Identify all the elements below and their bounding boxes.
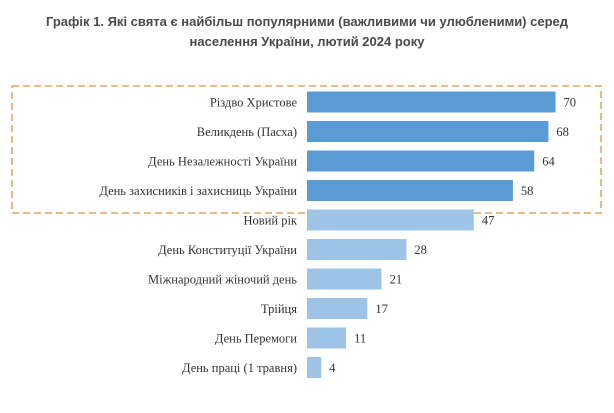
value-label-4: 58: [521, 184, 534, 198]
category-label-5: Новий рік: [244, 214, 298, 228]
bar-8: [307, 298, 368, 319]
value-label-5: 47: [482, 214, 495, 228]
value-label-2: 68: [556, 125, 569, 139]
category-label-10: День праці (1 травня): [182, 361, 297, 375]
value-label-10: 4: [329, 361, 336, 375]
bar-6: [307, 239, 407, 260]
value-label-3: 64: [542, 155, 555, 169]
bar-3: [307, 150, 535, 172]
bar-9: [307, 327, 346, 349]
category-label-7: Міжнародний жіночий день: [148, 273, 297, 287]
highlight-dashed-frame: [11, 85, 602, 214]
value-label-9: 11: [354, 332, 366, 346]
value-label-8: 17: [375, 302, 388, 316]
value-label-7: 21: [390, 273, 403, 287]
category-label-6: День Конституції України: [158, 243, 297, 257]
chart-title-line-1: Графік 1. Які свята є найбільш популярни…: [45, 14, 569, 29]
chart-title-line-2: населення України, лютий 2024 року: [189, 34, 425, 49]
bar-10: [307, 357, 322, 378]
bar-4: [307, 180, 513, 201]
value-label-1: 70: [564, 96, 577, 110]
category-label-1: Різдво Христове: [210, 96, 298, 110]
bar-5: [307, 209, 474, 231]
bar-2: [307, 121, 549, 142]
category-label-3: День Незалежності України: [148, 155, 297, 169]
category-label-9: День Перемоги: [215, 332, 297, 346]
bar-7: [307, 268, 382, 290]
chart-title: Графік 1. Які свята є найбільш популярни…: [0, 12, 614, 52]
bars-group: Різдво Христове 70 Великдень (Пасха) 68 День…: [99, 91, 577, 378]
category-label-2: Великдень (Пасха): [197, 125, 297, 139]
bar-1: [307, 91, 556, 113]
category-label-8: Трійця: [261, 302, 297, 316]
value-label-6: 28: [414, 243, 427, 257]
category-label-4: День захисників і захисниць України: [99, 184, 297, 198]
